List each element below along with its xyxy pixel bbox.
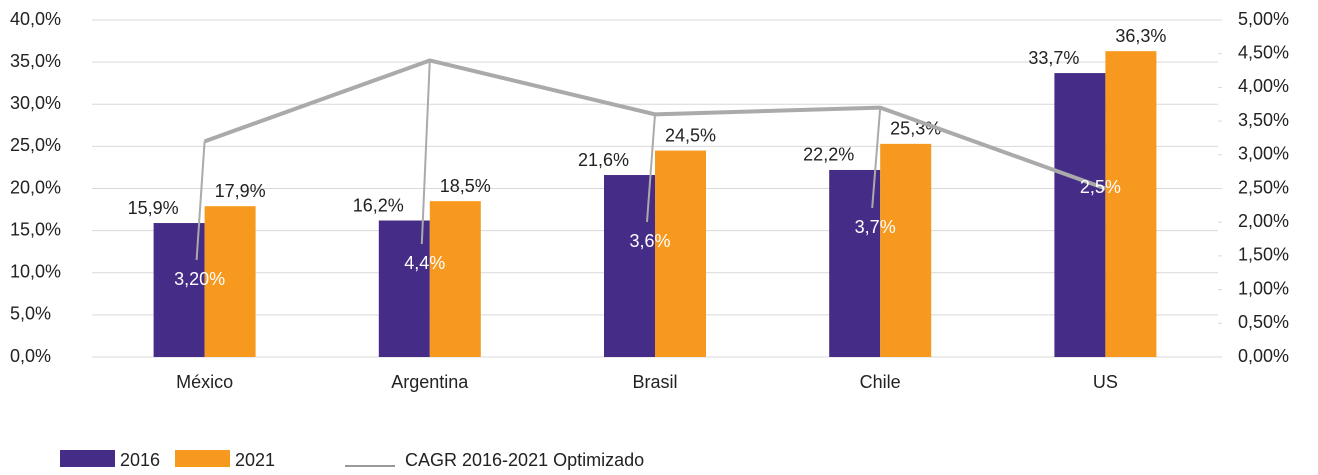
x-tick-label: México [176,372,233,392]
y-tick-label: 35,0% [10,51,61,71]
y2-tick-label: 3,00% [1238,144,1289,164]
x-tick-label: Argentina [391,372,469,392]
y-tick-label: 40,0% [10,9,61,29]
legend-label: CAGR 2016-2021 Optimizado [405,450,644,470]
bar-value-label: 33,7% [1028,48,1079,68]
y-tick-label: 20,0% [10,177,61,197]
leader-line [646,114,656,223]
line-value-label: 4,4% [404,253,445,273]
legend-swatch [175,450,230,467]
y2-tick-label: 4,00% [1238,76,1289,96]
y2-tick-label: 2,50% [1238,177,1289,197]
bar-value-label: 16,2% [353,195,404,215]
y2-tick-label: 1,50% [1238,245,1289,265]
legend-label: 2016 [120,450,160,470]
y-tick-label: 15,0% [10,219,61,239]
bar-value-label: 22,2% [803,145,854,165]
y2-tick-label: 4,50% [1238,42,1289,62]
y-tick-label: 10,0% [10,262,61,282]
y-tick-label: 30,0% [10,93,61,113]
line-value-label: 2,5% [1080,177,1121,197]
y2-tick-label: 1,00% [1238,278,1289,298]
bar-value-label: 36,3% [1115,26,1166,46]
y2-tick-label: 3,50% [1238,110,1289,130]
bar [829,169,881,357]
bar [880,143,932,357]
bar [655,150,706,357]
leader-line [195,141,206,261]
line-value-label: 3,20% [174,269,225,289]
bar-value-label: 17,9% [215,181,266,201]
leader-line [420,60,431,245]
bar [429,201,481,357]
leader-line [871,107,882,209]
x-tick-label: US [1093,372,1118,392]
line-value-label: 3,7% [855,217,896,237]
bar-value-label: 24,5% [665,125,716,145]
bar [1105,51,1157,358]
x-tick-label: Chile [860,372,901,392]
bar [204,206,256,357]
y2-tick-label: 0,50% [1238,312,1289,332]
y-tick-label: 25,0% [10,135,61,155]
y2-tick-label: 2,00% [1238,211,1289,231]
bar [153,223,205,357]
bar-value-label: 21,6% [578,150,629,170]
x-tick-label: Brasil [632,372,677,392]
y-tick-label: 5,0% [10,304,51,324]
y2-tick-label: 5,00% [1238,9,1289,29]
bar [604,175,655,357]
bar [1054,73,1106,357]
bar-value-label: 15,9% [128,198,179,218]
bar-value-label: 18,5% [440,176,491,196]
y2-tick-label: 0,00% [1238,346,1289,366]
y-tick-label: 0,0% [10,346,51,366]
legend-label: 2021 [235,450,275,470]
legend-swatch [60,450,115,467]
line-value-label: 3,6% [629,231,670,251]
